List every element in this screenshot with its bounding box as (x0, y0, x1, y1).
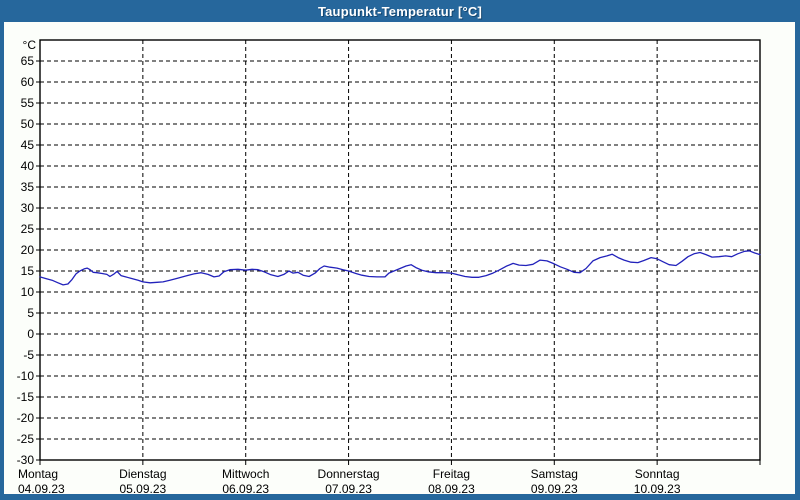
chart-title: Taupunkt-Temperatur [°C] (317, 3, 483, 19)
chart-area (4, 22, 795, 494)
title-bar: Taupunkt-Temperatur [°C] (0, 0, 800, 22)
